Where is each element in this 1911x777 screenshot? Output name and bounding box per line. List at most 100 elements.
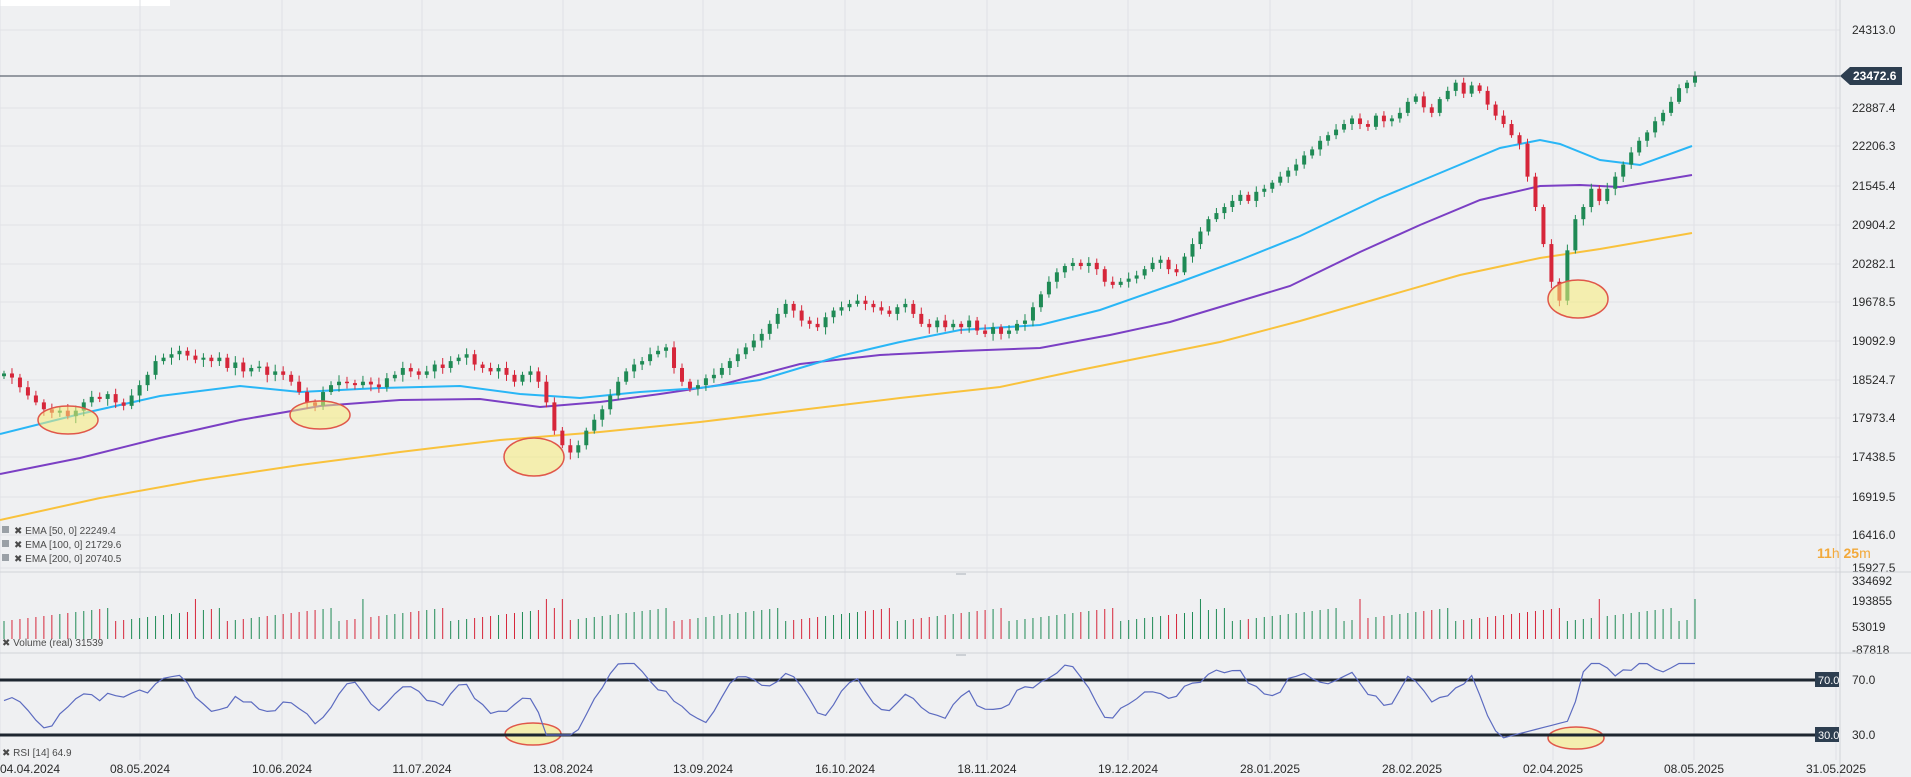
candle-body: [1222, 207, 1227, 214]
candle-body: [25, 387, 30, 396]
y-tick-label: 17438.5: [1852, 450, 1896, 464]
candle-body: [400, 367, 405, 375]
x-tick-label: 13.08.2024: [533, 762, 593, 776]
ema-50-line: [0, 138, 1693, 435]
candle-body: [847, 303, 852, 308]
candle-body: [600, 409, 605, 420]
x-tick-label: 04.04.2024: [0, 762, 60, 776]
x-tick-label: 08.05.2024: [110, 762, 170, 776]
candle-body: [1230, 200, 1235, 208]
candle-body: [1429, 107, 1434, 113]
x-tick-label: 08.05.2025: [1664, 762, 1724, 776]
candle-body: [1254, 191, 1259, 201]
x-tick-label: 02.04.2025: [1523, 762, 1583, 776]
candle-body: [719, 367, 724, 375]
candle-body: [991, 327, 996, 334]
highlight-circle: [289, 400, 351, 430]
x-axis-labels: 04.04.2024 08.05.2024 10.06.2024 11.07.2024…: [0, 762, 1866, 776]
candle-body: [392, 374, 397, 379]
candle-body: [1597, 188, 1602, 201]
last-price-value: 23472.6: [1853, 69, 1897, 83]
y-tick-label: 15927.5: [1852, 561, 1896, 575]
candle-body: [1310, 149, 1315, 156]
candle-body: [265, 366, 270, 375]
candle-body: [1070, 262, 1075, 267]
candle-body: [153, 361, 158, 375]
candle-body: [1693, 76, 1697, 83]
candle-body: [911, 303, 916, 314]
y-tick-label: 20904.2: [1852, 218, 1896, 232]
candle-body: [2, 373, 6, 377]
candle-body: [1094, 262, 1099, 270]
candle-body: [368, 381, 373, 385]
candle-body: [703, 378, 708, 386]
grid: [0, 0, 1841, 777]
candle-body: [9, 373, 14, 378]
timer-hours-unit: h: [1832, 545, 1840, 561]
highlight-circle: [1547, 726, 1605, 750]
ema-200-line: [0, 232, 1693, 521]
candle-body: [608, 395, 613, 410]
candle-body: [1142, 269, 1147, 276]
legend-label: ✖ EMA [200, 0] 20740.5: [14, 554, 122, 565]
candle-body: [97, 396, 102, 399]
indicator-legend: ✖ EMA [50, 0] 22249.4 ✖ EMA [100, 0] 2172…: [2, 526, 122, 565]
candle-body: [640, 361, 645, 365]
candle-body: [209, 357, 214, 362]
candle-body: [472, 354, 477, 365]
candle-body: [544, 381, 549, 403]
y-tick-label: 19678.5: [1852, 295, 1896, 309]
x-tick-label: 31.05.2025: [1806, 762, 1866, 776]
candle-body: [1030, 307, 1035, 321]
candle-body: [903, 303, 908, 308]
candle-body: [831, 310, 836, 318]
rsi-30-badge-label: 30.0: [1818, 730, 1839, 742]
candle-body: [1621, 164, 1626, 177]
ema-100-line: [0, 174, 1693, 475]
candle-body: [1637, 140, 1642, 153]
candle-body: [1062, 266, 1067, 273]
candle-body: [1629, 152, 1634, 165]
candle-body: [1357, 118, 1362, 125]
candle-body: [887, 310, 892, 314]
candle-body: [1286, 170, 1291, 177]
y-axis-labels: 24313.0 22887.4 22206.3 21545.4 20904.2 20282…: [1852, 23, 1896, 575]
candle-body: [1365, 124, 1370, 127]
candle-body: [480, 364, 485, 368]
rsi-70-badge-label: 70.0: [1818, 675, 1839, 687]
candle-body: [783, 303, 788, 314]
x-tick-label: 13.09.2024: [673, 762, 733, 776]
candle-body: [273, 371, 278, 375]
volume-panel: 334692 193855 53019 -87818 ✖ Volume (real) 3…: [0, 571, 1911, 657]
highlight-circle: [37, 405, 99, 435]
x-tick-label: 19.12.2024: [1098, 762, 1158, 776]
candle-body: [799, 310, 804, 321]
candle-body: [687, 381, 692, 389]
candle-body: [855, 300, 860, 304]
candle-body: [1573, 219, 1578, 251]
candle-body: [337, 381, 342, 386]
candle-body: [456, 357, 461, 362]
candle-body: [1437, 99, 1442, 113]
candle-body: [321, 392, 326, 406]
candle-body: [791, 303, 796, 311]
candle-body: [344, 381, 349, 384]
rsi-tick-label: 30.0: [1852, 728, 1876, 742]
legend-label: ✖ EMA [50, 0] 22249.4: [14, 526, 116, 537]
candle-body: [927, 323, 932, 328]
candle-body: [281, 371, 286, 375]
candle-body: [1134, 275, 1139, 279]
candle-body: [1541, 207, 1546, 245]
candle-body: [1605, 188, 1610, 201]
candle-body: [129, 395, 134, 406]
candle-body: [1525, 143, 1530, 177]
candle-body: [751, 340, 756, 348]
candle-body: [1373, 115, 1378, 127]
candle-body: [1166, 259, 1171, 270]
candle-body: [1685, 82, 1690, 89]
candle-body: [416, 371, 421, 375]
candle-body: [105, 394, 110, 399]
y-tick-label: 22206.3: [1852, 139, 1896, 153]
rsi-legend: ✖ RSI [14] 64.9: [2, 748, 72, 759]
